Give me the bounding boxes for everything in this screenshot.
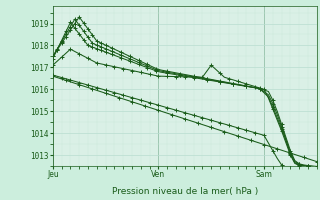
Text: Pression niveau de la mer( hPa ): Pression niveau de la mer( hPa ) — [112, 187, 259, 196]
